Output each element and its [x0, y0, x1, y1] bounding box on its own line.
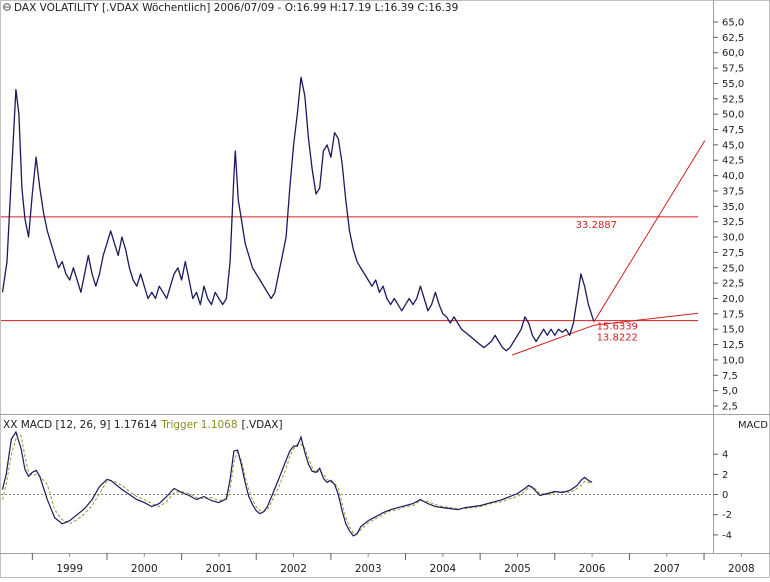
price-y-tick-label: 10,0	[722, 355, 744, 366]
time-axis-label: 1999	[56, 563, 83, 575]
price-y-tick-label: 22,5	[722, 279, 744, 290]
trigger-line	[2, 433, 593, 535]
time-axis-label: 2004	[429, 563, 456, 575]
time-axis-label: 2005	[504, 563, 531, 575]
price-y-tick-label: 5,0	[722, 386, 738, 397]
price-y-tick-label: 35,0	[722, 202, 744, 213]
price-y-tick-label: 32,5	[722, 217, 744, 228]
time-axis-label: 2002	[280, 563, 307, 575]
price-panel-header: DAX VOLATILITY [.VDAX Wöchentlich] 2006/…	[3, 2, 458, 14]
price-y-tick-label: 55,0	[722, 79, 744, 90]
trend-line	[593, 140, 706, 323]
collapse-toggle-icon[interactable]	[3, 3, 11, 11]
price-y-tick-label: 42,5	[722, 156, 744, 167]
macd-panel-title: XX MACD [12, 26, 9] 1.17614 Trigger 1.106…	[3, 419, 283, 431]
trend-lines	[1, 140, 706, 356]
time-axis-label: 2006	[579, 563, 606, 575]
annotation-label: 33.2887	[576, 220, 617, 231]
macd-series	[1, 430, 593, 537]
vdax-price-line	[1, 76, 595, 352]
price-y-tick-label: 50,0	[722, 110, 744, 121]
macd-title-instrument: [.VDAX]	[242, 419, 283, 431]
price-y-tick-label: 37,5	[722, 186, 744, 197]
time-axis: 1999 2000 2001 2002 2003 2004 2005 2006 2007 2008	[31, 553, 755, 575]
macd-y-tick-label: 4	[722, 450, 728, 461]
price-y-tick-label: 17,5	[722, 309, 744, 320]
price-y-tick-label: 7,5	[722, 371, 738, 382]
price-y-tick-label: 62,5	[722, 33, 744, 44]
trend-line	[593, 312, 699, 326]
price-panel-title: DAX VOLATILITY [.VDAX Wöchentlich] 2006/…	[14, 2, 458, 14]
trend-line	[512, 324, 594, 356]
macd-trigger-label: Trigger 1.1068	[160, 419, 237, 431]
price-y-tick-label: 30,0	[722, 233, 744, 244]
time-axis-label: 2001	[206, 563, 233, 575]
macd-y-tick-label: -4	[722, 530, 732, 541]
price-y-tick-label: 47,5	[722, 125, 744, 136]
price-series	[1, 76, 595, 352]
macd-y-tick-label: -2	[722, 510, 732, 521]
macd-y-axis: 4 2 0 -2 -4	[713, 450, 732, 541]
price-y-tick-label: 52,5	[722, 94, 744, 105]
macd-line	[1, 430, 593, 537]
time-axis-label: 2007	[653, 563, 680, 575]
price-y-tick-label: 45,0	[722, 140, 744, 151]
price-y-tick-label: 27,5	[722, 248, 744, 259]
macd-y-tick-label: 0	[722, 490, 728, 501]
price-y-tick-label: 20,0	[722, 294, 744, 305]
time-axis-label: 2003	[355, 563, 382, 575]
time-axis-label: 2008	[728, 563, 755, 575]
price-y-tick-label: 65,0	[722, 18, 744, 29]
price-y-tick-label: 15,0	[722, 325, 744, 336]
annotation-label: 15.6339	[597, 321, 638, 332]
price-y-tick-label: 57,5	[722, 64, 744, 75]
price-y-tick-label: 2,5	[722, 402, 738, 413]
time-axis-label: 2000	[131, 563, 158, 575]
macd-axis-title: MACD	[738, 420, 768, 431]
price-y-tick-label: 60,0	[722, 48, 744, 59]
price-y-axis: 65,0 62,5 60,0 57,5 55,0 52,5 50,0 47,5 45,0 42,5…	[713, 18, 744, 413]
price-y-tick-label: 25,0	[722, 263, 744, 274]
price-y-tick-label: 12,5	[722, 340, 744, 351]
price-y-tick-label: 40,0	[722, 171, 744, 182]
annotation-label: 13.8222	[597, 332, 638, 343]
macd-title-main: XX MACD [12, 26, 9] 1.17614	[3, 419, 158, 431]
macd-y-tick-label: 2	[722, 470, 728, 481]
